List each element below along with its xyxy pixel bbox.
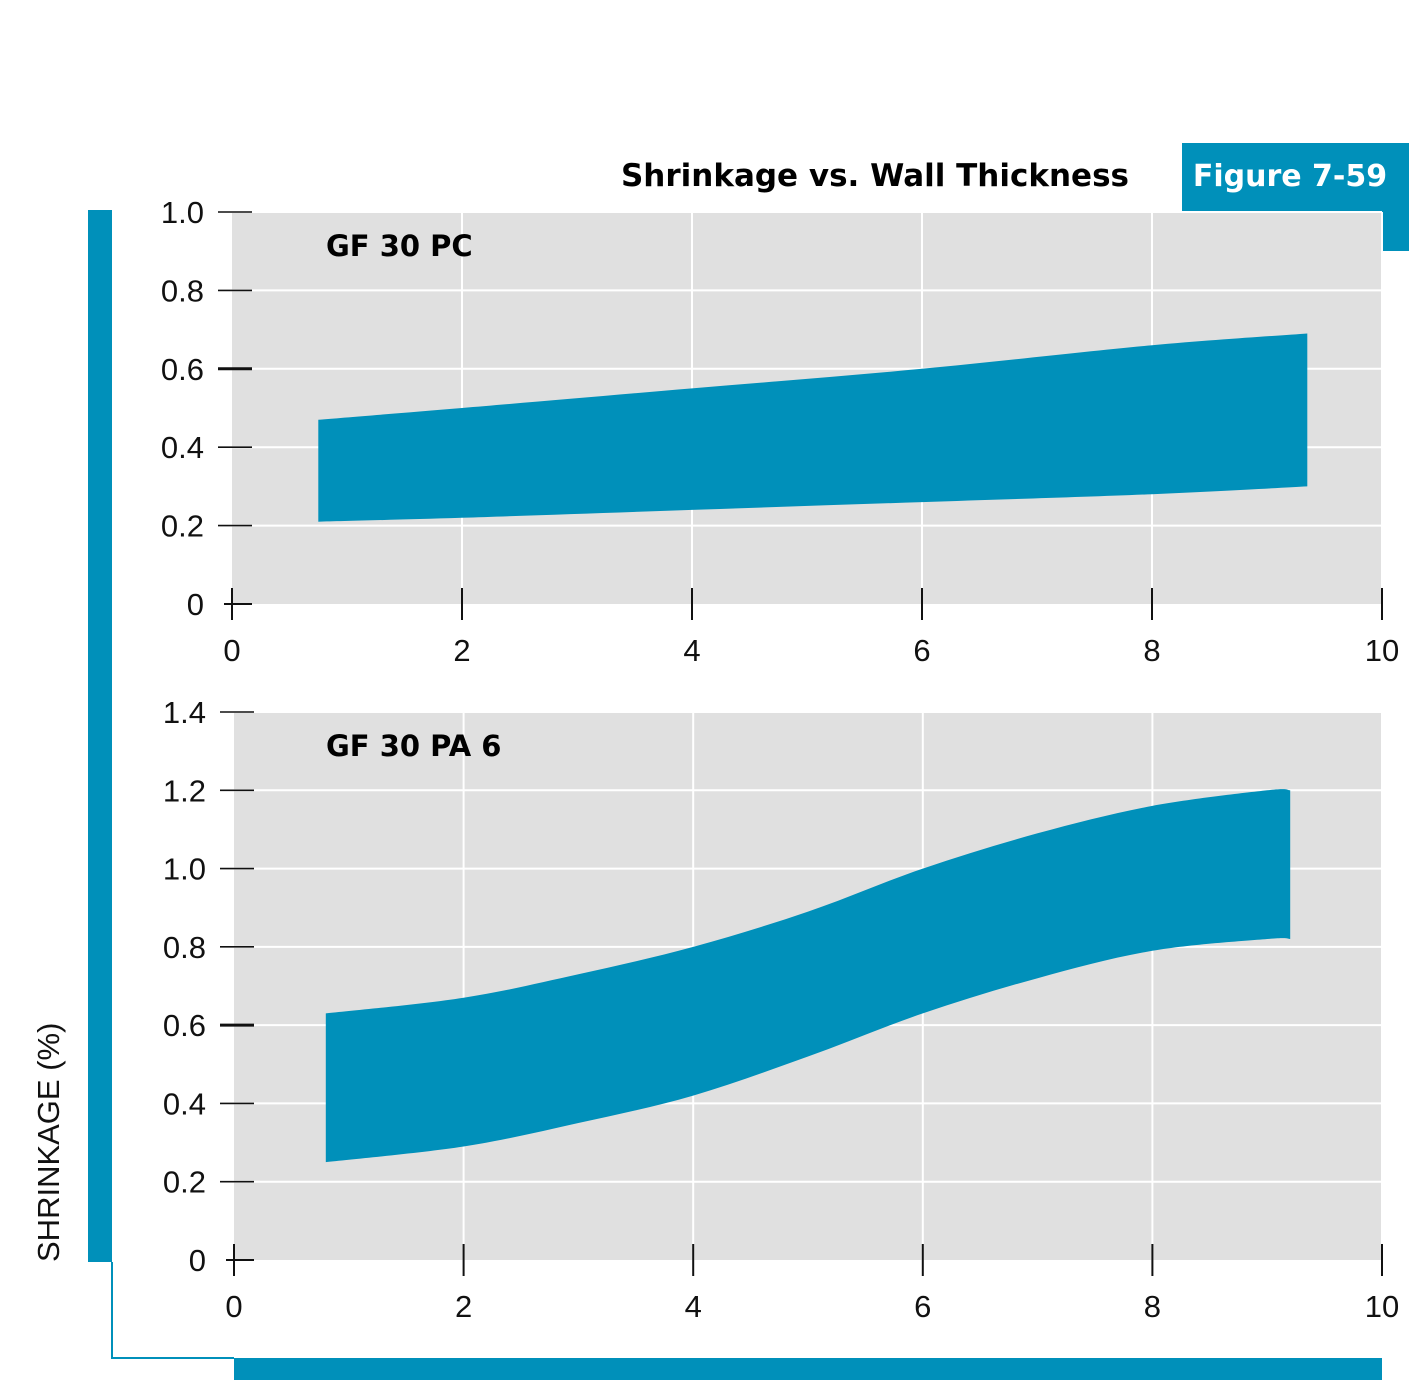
panel-label-gf30-pa6: GF 30 PA 6 xyxy=(326,729,501,763)
y-tick-label: 0.2 xyxy=(161,509,204,544)
x-tick-label: 8 xyxy=(1143,633,1160,668)
y-tick-label: 0 xyxy=(189,1243,206,1278)
x-tick-label: 0 xyxy=(223,633,240,668)
x-tick-label: 0 xyxy=(225,1289,242,1324)
shrinkage-band xyxy=(318,333,1308,522)
y-tick-label: 0.2 xyxy=(163,1165,206,1200)
y-tick-label: 0 xyxy=(187,587,204,622)
y-tick-label: 0.4 xyxy=(163,1086,206,1121)
y-axis-label: SHRINKAGE (%) xyxy=(31,1023,66,1262)
y-tick-label: 0.4 xyxy=(161,430,204,465)
x-tick-label: 8 xyxy=(1144,1289,1161,1324)
shrinkage-band xyxy=(325,789,1291,1163)
x-tick-label: 4 xyxy=(685,1289,702,1324)
panel-gf30-pa6: GF 30 PA 6 0 0.2 0.4 0.6 0.8 1.0 1.2 1.4 0 2 4 6 8 10 xyxy=(163,695,1399,1324)
figure-badge: Figure 7-59 xyxy=(1182,143,1409,251)
y-tick-label: 0.6 xyxy=(161,352,204,387)
y-tick-label: 1.2 xyxy=(163,773,206,808)
x-tick-label: 4 xyxy=(683,633,700,668)
x-tick-label: 2 xyxy=(455,1289,472,1324)
y-tick-label: 1.0 xyxy=(161,195,204,230)
frame-outline xyxy=(111,1262,234,1359)
y-tick-label: 1.4 xyxy=(163,695,206,730)
y-tick-label: 0.8 xyxy=(163,930,206,965)
chart-title: Shrinkage vs. Wall Thickness xyxy=(621,158,1129,194)
figure-badge-box xyxy=(1182,143,1409,212)
x-tick-label: 10 xyxy=(1365,1289,1399,1324)
bottom-accent-bar xyxy=(234,1358,1382,1380)
y-tick-label: 0.8 xyxy=(161,273,204,308)
x-tick-label: 10 xyxy=(1365,633,1399,668)
left-accent-bar xyxy=(88,210,112,1262)
x-tick-label: 6 xyxy=(914,1289,931,1324)
figure-badge-tab xyxy=(1382,212,1409,251)
panel-label-gf30-pc: GF 30 PC xyxy=(326,229,473,263)
y-tick-label: 1.0 xyxy=(163,852,206,887)
x-tick-label: 2 xyxy=(453,633,470,668)
panel-gf30-pc: GF 30 PC 0 0.2 0.4 0.6 0.8 1.0 0 2 4 6 8 10 xyxy=(161,195,1399,668)
x-tick-label: 6 xyxy=(913,633,930,668)
y-tick-label: 0.6 xyxy=(163,1008,206,1043)
figure-badge-label: Figure 7-59 xyxy=(1193,159,1387,194)
